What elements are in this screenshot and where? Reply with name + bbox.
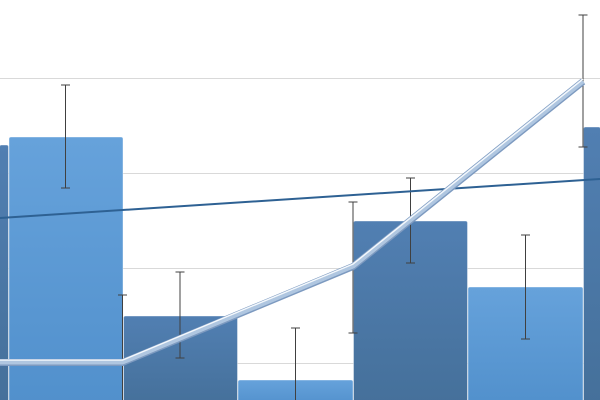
- error-bar-light-column-c1: [61, 84, 70, 189]
- error-bar-dark-column-c1: [175, 271, 185, 359]
- thick-line-core: [0, 79, 585, 365]
- error-bar-light-column-c2: [291, 327, 300, 400]
- column-dark-c3: [583, 126, 600, 400]
- thin-trend-line: [0, 178, 600, 219]
- column-dark-c0: [0, 144, 9, 400]
- error-bar-thick-line-c1: [118, 294, 127, 400]
- error-bar-light-column-c3: [521, 234, 530, 340]
- thick-line-highlight: [0, 78, 584, 361]
